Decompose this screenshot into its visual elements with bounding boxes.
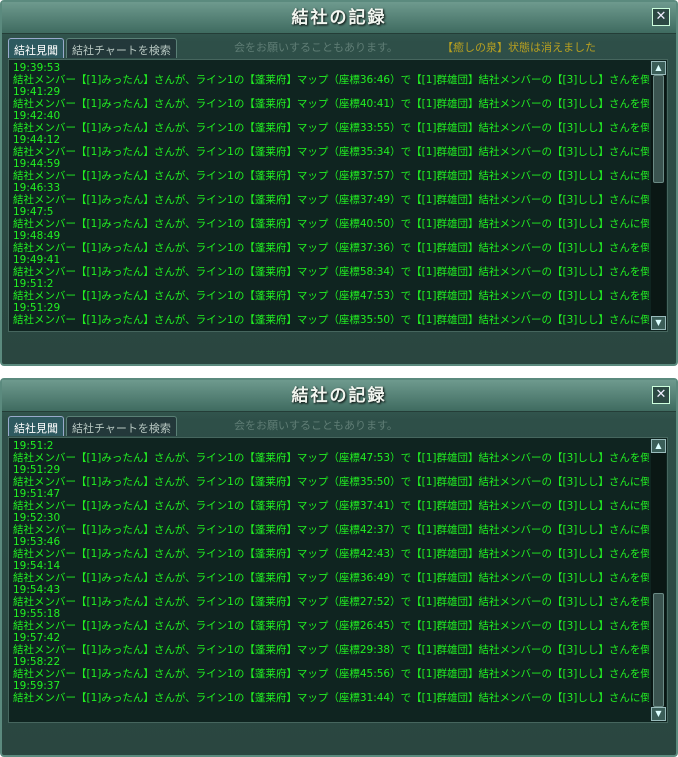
log-time: 19:48:49 [13, 230, 61, 242]
guild-log-window: 結社の記録 ✕ 結社見聞 結社チャートを検索 会をお願いすることもあります。 【癒し… [0, 0, 678, 366]
log-list[interactable]: 19:51:2 結社メンバー【[1]みったん】さんが、ライン1の【蓬莱府】マップ（… [8, 437, 668, 723]
log-time: 19:47:5 [13, 206, 54, 218]
log-time: 19:51:2 [13, 278, 54, 290]
list-item: 19:41:29 結社メンバー【[1]みったん】さんが、ライン1の【蓬莱府】マップ… [13, 86, 649, 110]
log-message: 結社メンバー【[1]みったん】さんが、ライン1の【蓬莱府】マップ（座標40:41… [13, 98, 649, 110]
list-item: 19:49:41 結社メンバー【[1]みったん】さんが、ライン1の【蓬莱府】マップ… [13, 254, 649, 278]
list-item: 19:51:47 結社メンバー【[1]みったん】さんが、ライン1の【蓬莱府】マップ… [13, 488, 649, 512]
log-message: 結社メンバー【[1]みったん】さんが、ライン1の【蓬莱府】マップ（座標45:56… [13, 668, 649, 680]
tab-bar: 結社見聞 結社チャートを検索 [8, 416, 177, 436]
tab-search-guild-chat[interactable]: 結社チャートを検索 [66, 416, 177, 436]
title-bar[interactable]: 結社の記録 ✕ [2, 2, 676, 34]
log-message: 結社メンバー【[1]みったん】さんが、ライン1の【蓬莱府】マップ（座標37:36… [13, 242, 649, 254]
log-list[interactable]: 19:39:53 結社メンバー【[1]みったん】さんが、ライン1の【蓬莱府】マップ… [8, 59, 668, 332]
log-message: 結社メンバー【[1]みったん】さんが、ライン1の【蓬莱府】マップ（座標37:41… [13, 500, 649, 512]
list-item: 19:51:29 結社メンバー【[1]みったん】さんが、ライン1の【蓬莱府】マップ… [13, 302, 649, 326]
list-item: 19:51:2 結社メンバー【[1]みったん】さんが、ライン1の【蓬莱府】マップ（… [13, 278, 649, 302]
log-time: 19:55:18 [13, 608, 61, 620]
list-item: 19:51:29 結社メンバー【[1]みったん】さんが、ライン1の【蓬莱府】マップ… [13, 464, 649, 488]
scroll-down-icon[interactable]: ▼ [651, 316, 666, 330]
log-time: 19:59:37 [13, 680, 61, 692]
log-time: 19:46:33 [13, 182, 61, 194]
log-message: 結社メンバー【[1]みったん】さんが、ライン1の【蓬莱府】マップ（座標40:50… [13, 218, 649, 230]
guild-log-window: 結社の記録 ✕ 結社見聞 結社チャートを検索 会をお願いすることもあります。 19:… [0, 378, 678, 757]
list-item: 19:47:5 結社メンバー【[1]みったん】さんが、ライン1の【蓬莱府】マップ（… [13, 206, 649, 230]
log-message: 結社メンバー【[1]みったん】さんが、ライン1の【蓬莱府】マップ（座標35:50… [13, 314, 649, 326]
log-time: 19:58:22 [13, 656, 61, 668]
log-message: 結社メンバー【[1]みったん】さんが、ライン1の【蓬莱府】マップ（座標31:44… [13, 692, 649, 704]
list-item: 19:55:18 結社メンバー【[1]みったん】さんが、ライン1の【蓬莱府】マップ… [13, 608, 649, 632]
window-title: 結社の記録 [291, 386, 387, 406]
log-message: 結社メンバー【[1]みったん】さんが、ライン1の【蓬莱府】マップ（座標37:49… [13, 194, 649, 206]
log-message: 結社メンバー【[1]みったん】さんが、ライン1の【蓬莱府】マップ（座標35:34… [13, 146, 649, 158]
log-time: 19:53:46 [13, 536, 61, 548]
log-message: 結社メンバー【[1]みったん】さんが、ライン1の【蓬莱府】マップ（座標47:53… [13, 290, 649, 302]
scroll-up-icon[interactable]: ▲ [651, 439, 666, 453]
log-time: 19:51:29 [13, 302, 61, 314]
list-item: 19:39:53 結社メンバー【[1]みったん】さんが、ライン1の【蓬莱府】マップ… [13, 62, 649, 86]
log-time: 19:52:30 [13, 512, 61, 524]
scroll-down-icon[interactable]: ▼ [651, 707, 666, 721]
log-time: 19:39:53 [13, 62, 61, 74]
list-item: 19:42:40 結社メンバー【[1]みったん】さんが、ライン1の【蓬莱府】マップ… [13, 110, 649, 134]
log-message: 結社メンバー【[1]みったん】さんが、ライン1の【蓬莱府】マップ（座標37:57… [13, 170, 649, 182]
list-item: 19:57:42 結社メンバー【[1]みったん】さんが、ライン1の【蓬莱府】マップ… [13, 632, 649, 656]
close-icon[interactable]: ✕ [652, 8, 670, 26]
list-item: 19:44:12 結社メンバー【[1]みったん】さんが、ライン1の【蓬莱府】マップ… [13, 134, 649, 158]
log-message: 結社メンバー【[1]みったん】さんが、ライン1の【蓬莱府】マップ（座標36:46… [13, 74, 649, 86]
list-item: 19:44:59 結社メンバー【[1]みったん】さんが、ライン1の【蓬莱府】マップ… [13, 158, 649, 182]
log-time: 19:51:29 [13, 464, 61, 476]
scroll-up-icon[interactable]: ▲ [651, 61, 666, 75]
list-item: 19:52:30 結社メンバー【[1]みったん】さんが、ライン1の【蓬莱府】マップ… [13, 512, 649, 536]
list-item: 19:54:43 結社メンバー【[1]みったん】さんが、ライン1の【蓬莱府】マップ… [13, 584, 649, 608]
log-time: 19:54:14 [13, 560, 61, 572]
title-bar[interactable]: 結社の記録 ✕ [2, 380, 676, 412]
list-item: 19:46:33 結社メンバー【[1]みったん】さんが、ライン1の【蓬莱府】マップ… [13, 182, 649, 206]
tab-bar: 結社見聞 結社チャートを検索 [8, 38, 177, 58]
tab-guild-log[interactable]: 結社見聞 [8, 38, 64, 58]
log-message: 結社メンバー【[1]みったん】さんが、ライン1の【蓬莱府】マップ（座標33:55… [13, 122, 649, 134]
log-message: 結社メンバー【[1]みったん】さんが、ライン1の【蓬莱府】マップ（座標26:45… [13, 620, 649, 632]
list-item: 19:59:37 結社メンバー【[1]みったん】さんが、ライン1の【蓬莱府】マップ… [13, 680, 649, 704]
log-time: 19:51:47 [13, 488, 61, 500]
close-icon[interactable]: ✕ [652, 386, 670, 404]
log-time: 19:41:29 [13, 86, 61, 98]
log-message: 結社メンバー【[1]みったん】さんが、ライン1の【蓬莱府】マップ（座標42:43… [13, 548, 649, 560]
list-item: 19:48:49 結社メンバー【[1]みったん】さんが、ライン1の【蓬莱府】マップ… [13, 230, 649, 254]
background-hint-text: 会をお願いすることもあります。 [234, 41, 398, 54]
log-time: 19:42:40 [13, 110, 61, 122]
window-title: 結社の記録 [291, 8, 387, 28]
tab-search-guild-chat[interactable]: 結社チャートを検索 [66, 38, 177, 58]
log-time: 19:49:41 [13, 254, 61, 266]
log-time: 19:44:12 [13, 134, 61, 146]
system-message: 【癒しの泉】状態は消えました [442, 41, 596, 54]
background-hint-text: 会をお願いすることもあります。 [234, 419, 398, 432]
list-item: 19:53:46 結社メンバー【[1]みったん】さんが、ライン1の【蓬莱府】マップ… [13, 536, 649, 560]
log-message: 結社メンバー【[1]みったん】さんが、ライン1の【蓬莱府】マップ（座標58:34… [13, 266, 649, 278]
log-message: 結社メンバー【[1]みったん】さんが、ライン1の【蓬莱府】マップ（座標42:37… [13, 524, 649, 536]
log-time: 19:51:2 [13, 440, 54, 452]
log-message: 結社メンバー【[1]みったん】さんが、ライン1の【蓬莱府】マップ（座標27:52… [13, 596, 649, 608]
list-item: 19:54:14 結社メンバー【[1]みったん】さんが、ライン1の【蓬莱府】マップ… [13, 560, 649, 584]
log-time: 19:54:43 [13, 584, 61, 596]
log-message: 結社メンバー【[1]みったん】さんが、ライン1の【蓬莱府】マップ（座標29:38… [13, 644, 649, 656]
log-message: 結社メンバー【[1]みったん】さんが、ライン1の【蓬莱府】マップ（座標36:49… [13, 572, 649, 584]
log-time: 19:44:59 [13, 158, 61, 170]
log-message: 結社メンバー【[1]みったん】さんが、ライン1の【蓬莱府】マップ（座標35:50… [13, 476, 649, 488]
tab-guild-log[interactable]: 結社見聞 [8, 416, 64, 436]
log-time: 19:57:42 [13, 632, 61, 644]
list-item: 19:51:2 結社メンバー【[1]みったん】さんが、ライン1の【蓬莱府】マップ（… [13, 440, 649, 464]
log-message: 結社メンバー【[1]みったん】さんが、ライン1の【蓬莱府】マップ（座標47:53… [13, 452, 649, 464]
scrollbar-thumb[interactable] [653, 75, 664, 184]
scrollbar[interactable]: ▲ ▼ [651, 439, 666, 721]
scrollbar-thumb[interactable] [653, 592, 664, 707]
scrollbar[interactable]: ▲ ▼ [651, 61, 666, 330]
list-item: 19:58:22 結社メンバー【[1]みったん】さんが、ライン1の【蓬莱府】マップ… [13, 656, 649, 680]
